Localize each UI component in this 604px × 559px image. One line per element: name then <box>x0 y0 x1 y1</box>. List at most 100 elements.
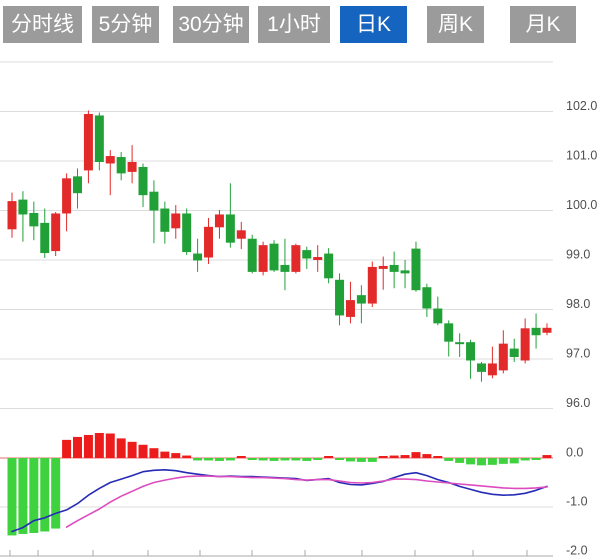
macd-bar <box>356 458 366 462</box>
macd-bar <box>62 439 72 458</box>
macd-bar <box>182 455 192 458</box>
candle-body <box>18 199 28 215</box>
macd-bar <box>476 458 486 466</box>
macd-bar <box>116 438 126 458</box>
price-axis-labels: 102.0 101.0 100.0 99.0 98.0 97.0 96.0 <box>566 99 597 410</box>
macd-bar <box>40 458 50 532</box>
candle-body <box>324 253 334 279</box>
macd-gridlines <box>0 506 553 557</box>
candle-body <box>127 161 137 172</box>
candle-body <box>313 257 323 260</box>
macd-bar <box>324 456 334 458</box>
candles <box>7 110 552 382</box>
candle-body <box>302 250 312 259</box>
macd-bar <box>520 458 530 461</box>
tab-weekly-k[interactable]: 周K <box>427 6 484 43</box>
macd-bar <box>378 456 388 458</box>
macd-bar <box>411 452 421 458</box>
macd-bar <box>160 451 170 458</box>
candle-body <box>105 156 115 164</box>
candle-body <box>367 266 377 304</box>
macd-bar <box>345 458 355 462</box>
x-axis-ticks <box>9 550 528 556</box>
candle-body <box>7 201 17 230</box>
candle-body <box>498 343 508 371</box>
candle-body <box>476 363 486 372</box>
price-axis-label: 101.0 <box>566 148 597 162</box>
tab-1hour[interactable]: 1小时 <box>258 6 330 43</box>
candle-body <box>520 328 530 361</box>
price-axis-label: 97.0 <box>566 346 590 360</box>
macd-bar <box>214 458 224 461</box>
tab-time-sharing[interactable]: 分时线 <box>3 6 82 43</box>
candle-body <box>509 348 519 358</box>
macd-axis-label: 0.0 <box>566 445 583 459</box>
macd-bar <box>466 458 476 465</box>
candle-body <box>269 243 279 271</box>
macd-axis-label: -1.0 <box>566 494 588 508</box>
candle-body <box>247 238 257 272</box>
price-axis-label: 102.0 <box>566 99 597 113</box>
macd-bar <box>94 433 104 458</box>
macd-axis-label: -2.0 <box>566 543 588 557</box>
candle-body <box>236 230 246 239</box>
macd-bar <box>389 455 399 458</box>
tab-daily-k[interactable]: 日K <box>340 6 407 43</box>
macd-bar <box>236 456 246 458</box>
macd-bar <box>542 455 552 458</box>
macd-bar <box>291 458 301 461</box>
candle-body <box>487 363 497 376</box>
candle-body <box>51 213 61 252</box>
candle-body <box>225 214 235 243</box>
macd-bar <box>18 458 28 534</box>
macd-bar <box>313 458 323 460</box>
candle-body <box>531 327 541 336</box>
candle-body <box>542 327 552 333</box>
macd-bar <box>302 458 312 461</box>
candle-body <box>422 287 432 309</box>
macd-bar <box>258 458 268 461</box>
candle-body <box>149 191 159 211</box>
macd-bar <box>171 453 181 458</box>
macd-bar <box>269 458 279 461</box>
macd-bar <box>204 458 214 461</box>
macd-bar <box>29 458 39 533</box>
macd-bar <box>83 434 93 458</box>
candle-body <box>335 279 345 316</box>
macd-bar <box>498 458 508 464</box>
dea-line <box>65 475 548 528</box>
macd-bar <box>422 454 432 458</box>
macd-axis-labels: 0.0 -1.0 -2.0 <box>566 445 588 557</box>
candle-body <box>204 226 214 258</box>
macd-bar <box>193 458 203 461</box>
tab-monthly-k[interactable]: 月K <box>510 6 576 43</box>
macd-bar <box>531 458 541 460</box>
candle-body <box>40 222 50 254</box>
candle-body <box>182 213 192 253</box>
macd-bar <box>127 441 137 458</box>
candle-body <box>280 264 290 272</box>
macd-bar <box>455 458 465 463</box>
candle-body <box>171 213 181 229</box>
candle-body <box>62 178 72 214</box>
candle-body <box>466 342 476 361</box>
tab-30min[interactable]: 30分钟 <box>173 6 249 43</box>
macd-bar <box>444 458 454 461</box>
tab-5min[interactable]: 5分钟 <box>92 6 159 43</box>
candle-body <box>389 264 399 272</box>
macd-bar <box>7 458 17 536</box>
candle-body <box>73 176 83 194</box>
macd-bar <box>149 448 159 458</box>
candle-body <box>160 208 170 232</box>
macd-bar <box>105 433 115 458</box>
period-tabbar: 分时线 5分钟 30分钟 1小时 日K 周K 月K <box>0 0 604 48</box>
candle-body <box>193 253 203 261</box>
candle-body <box>444 323 454 342</box>
macd-bar <box>433 456 443 458</box>
candle-body <box>214 214 224 228</box>
macd-bar <box>247 458 257 460</box>
macd-bar <box>225 458 235 461</box>
candle-body <box>258 245 268 272</box>
price-axis-label: 99.0 <box>566 247 590 261</box>
